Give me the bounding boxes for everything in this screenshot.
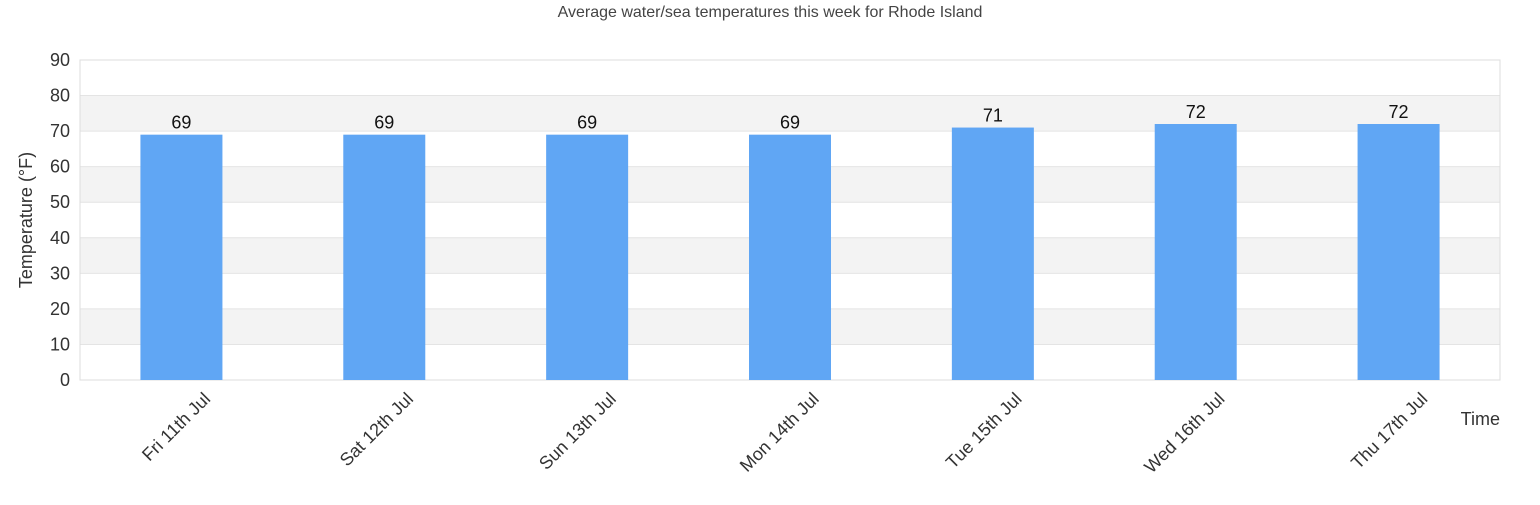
data-label: 69 (780, 113, 800, 133)
bar-thu-17th-jul (1357, 124, 1440, 380)
data-label: 69 (577, 113, 597, 133)
y-tick-label: 90 (50, 50, 70, 70)
x-tick-label: Mon 14th Jul (736, 389, 823, 476)
y-axis-tick-labels: 0 10 20 30 40 50 60 70 80 90 (50, 50, 70, 390)
grid-band (80, 95, 1500, 132)
bar-fri-11th-jul (140, 134, 223, 380)
y-tick-label: 60 (50, 157, 70, 177)
bar-sun-13th-jul (546, 134, 629, 380)
x-axis-label: Time (1461, 409, 1500, 429)
data-label: 72 (1389, 102, 1409, 122)
x-tick-label: Thu 17th Jul (1347, 389, 1431, 473)
x-tick-label: Wed 16th Jul (1140, 389, 1228, 477)
y-tick-label: 0 (60, 370, 70, 390)
y-tick-label: 50 (50, 192, 70, 212)
x-tick-label: Sat 12th Jul (336, 389, 417, 470)
y-tick-label: 20 (50, 299, 70, 319)
data-labels: 69 69 69 69 71 72 72 (171, 102, 1408, 133)
y-axis-label: Temperature (°F) (16, 152, 36, 288)
bar-mon-14th-jul (749, 134, 831, 380)
bar-wed-16th-jul (1154, 124, 1237, 380)
bars (140, 124, 1440, 380)
y-tick-label: 40 (50, 228, 70, 248)
x-tick-label: Sun 13th Jul (535, 389, 620, 474)
x-tick-label: Fri 11th Jul (138, 389, 214, 465)
chart-title: Average water/sea temperatures this week… (558, 4, 983, 21)
y-tick-label: 10 (50, 334, 70, 354)
y-tick-label: 80 (50, 86, 70, 106)
data-label: 71 (983, 106, 1003, 126)
data-label: 72 (1186, 102, 1206, 122)
bar-tue-15th-jul (951, 127, 1034, 380)
y-tick-label: 30 (50, 263, 70, 283)
data-label: 69 (374, 113, 394, 133)
x-axis-tick-labels: Fri 11th Jul Sat 12th Jul Sun 13th Jul Mon … (138, 389, 1431, 477)
x-tick-label: Tue 15th Jul (942, 389, 1026, 473)
data-label: 69 (171, 113, 191, 133)
y-tick-label: 70 (50, 121, 70, 141)
bar-sat-12th-jul (343, 134, 426, 380)
